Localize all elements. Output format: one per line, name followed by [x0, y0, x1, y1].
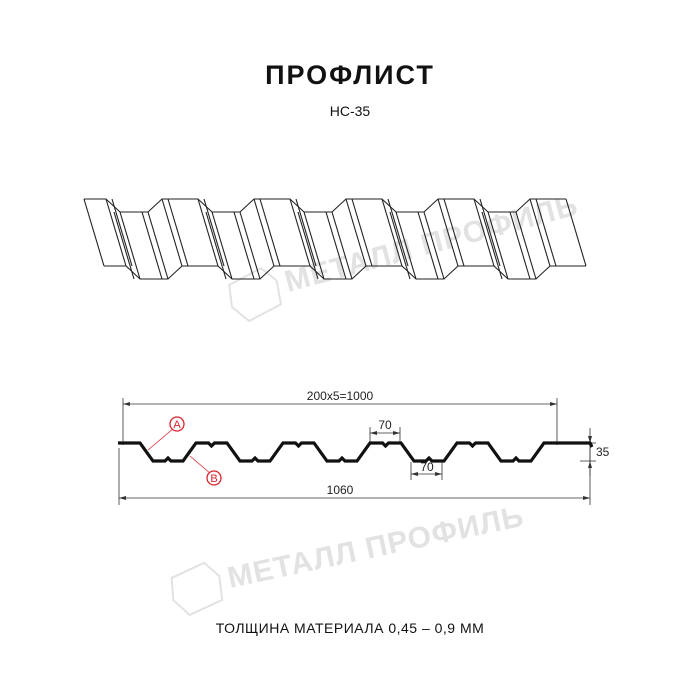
callout-b: B: [189, 455, 222, 486]
sheet-rib-line: [239, 211, 261, 280]
dimension-lines: [118, 398, 596, 505]
sheet-rib-line: [535, 198, 557, 267]
sheet-rib-line: [297, 211, 319, 280]
sheet-rib-line: [161, 198, 183, 267]
sheet-rib-line: [565, 198, 587, 267]
callout-label: A: [173, 419, 181, 431]
sheet-rib-line: [253, 198, 275, 267]
sheet-rib-line: [509, 211, 531, 280]
sheet-rib-line: [423, 211, 445, 280]
sheet-rib-line: [197, 198, 219, 267]
page-title: ПРОФЛИСТ: [265, 60, 435, 90]
sheet-rib-line: [351, 198, 373, 267]
sheet-rib-line: [473, 198, 495, 267]
watermark-lower: МЕТАЛЛ ПРОФИЛЬ: [170, 500, 527, 617]
sheet-rib-line: [111, 198, 133, 267]
sheet-rib-line: [167, 198, 189, 267]
callout-circle: [169, 416, 185, 432]
dim-label-trough: 70: [420, 460, 434, 474]
sheet-rib-line: [487, 211, 509, 280]
sheet-rib-line: [147, 211, 169, 280]
sheet-rib-line: [289, 198, 311, 267]
sheet-rib-line: [203, 198, 225, 267]
dim-label-height: 35: [596, 445, 610, 459]
dim-label-1000: 200x5=1000: [307, 389, 374, 403]
sheet-rib-line: [259, 198, 281, 267]
sheet-rib-line: [387, 198, 409, 267]
dim-label-crest: 70: [378, 418, 392, 432]
sheet-rib-line: [325, 211, 347, 280]
sheet-rib-line: [83, 198, 105, 267]
material-thickness-note: ТОЛЩИНА МАТЕРИАЛА 0,45 – 0,9 ММ: [215, 620, 485, 636]
watermark-text: МЕТАЛЛ ПРОФИЛЬ: [225, 500, 527, 595]
watermark-logo-icon: [170, 561, 224, 617]
sheet-rib-line: [395, 211, 417, 280]
sheet-rib-line: [417, 211, 439, 280]
sheet-rib-line: [113, 211, 135, 280]
sheet-edge-profile: [104, 265, 586, 280]
sheet-rib-line: [345, 198, 367, 267]
sheet-rib-line: [389, 211, 411, 280]
isometric-sheet-view: [83, 198, 587, 280]
sheet-rib-line: [331, 211, 353, 280]
sheet-rib-line: [105, 198, 127, 267]
sheet-edge-profile: [84, 198, 566, 213]
sheet-rib-line: [529, 198, 551, 267]
page-subtitle: НС-35: [329, 103, 371, 119]
dim-label-1060: 1060: [327, 483, 354, 497]
sheet-rib-line: [443, 198, 465, 267]
callout-label: B: [210, 473, 217, 485]
sheet-rib-line: [515, 211, 537, 280]
sheet-rib-line: [479, 198, 501, 267]
sheet-rib-line: [141, 211, 163, 280]
sheet-rib-line: [481, 211, 503, 280]
callout-leader: [189, 455, 212, 475]
callout-circle: [206, 470, 222, 486]
watermark-logo-icon: [228, 267, 283, 323]
sheet-rib-line: [205, 211, 227, 280]
sheet-rib-line: [295, 198, 317, 267]
sheet-rib-line: [211, 211, 233, 280]
sheet-rib-line: [233, 211, 255, 280]
sheet-rib-line: [437, 198, 459, 267]
sheet-rib-line: [119, 211, 141, 280]
sheet-rib-line: [303, 211, 325, 280]
profile-cross-section: [118, 441, 594, 463]
callout-leader: [147, 427, 175, 451]
sheet-rib-line: [381, 198, 403, 267]
callout-a: A: [147, 416, 185, 451]
